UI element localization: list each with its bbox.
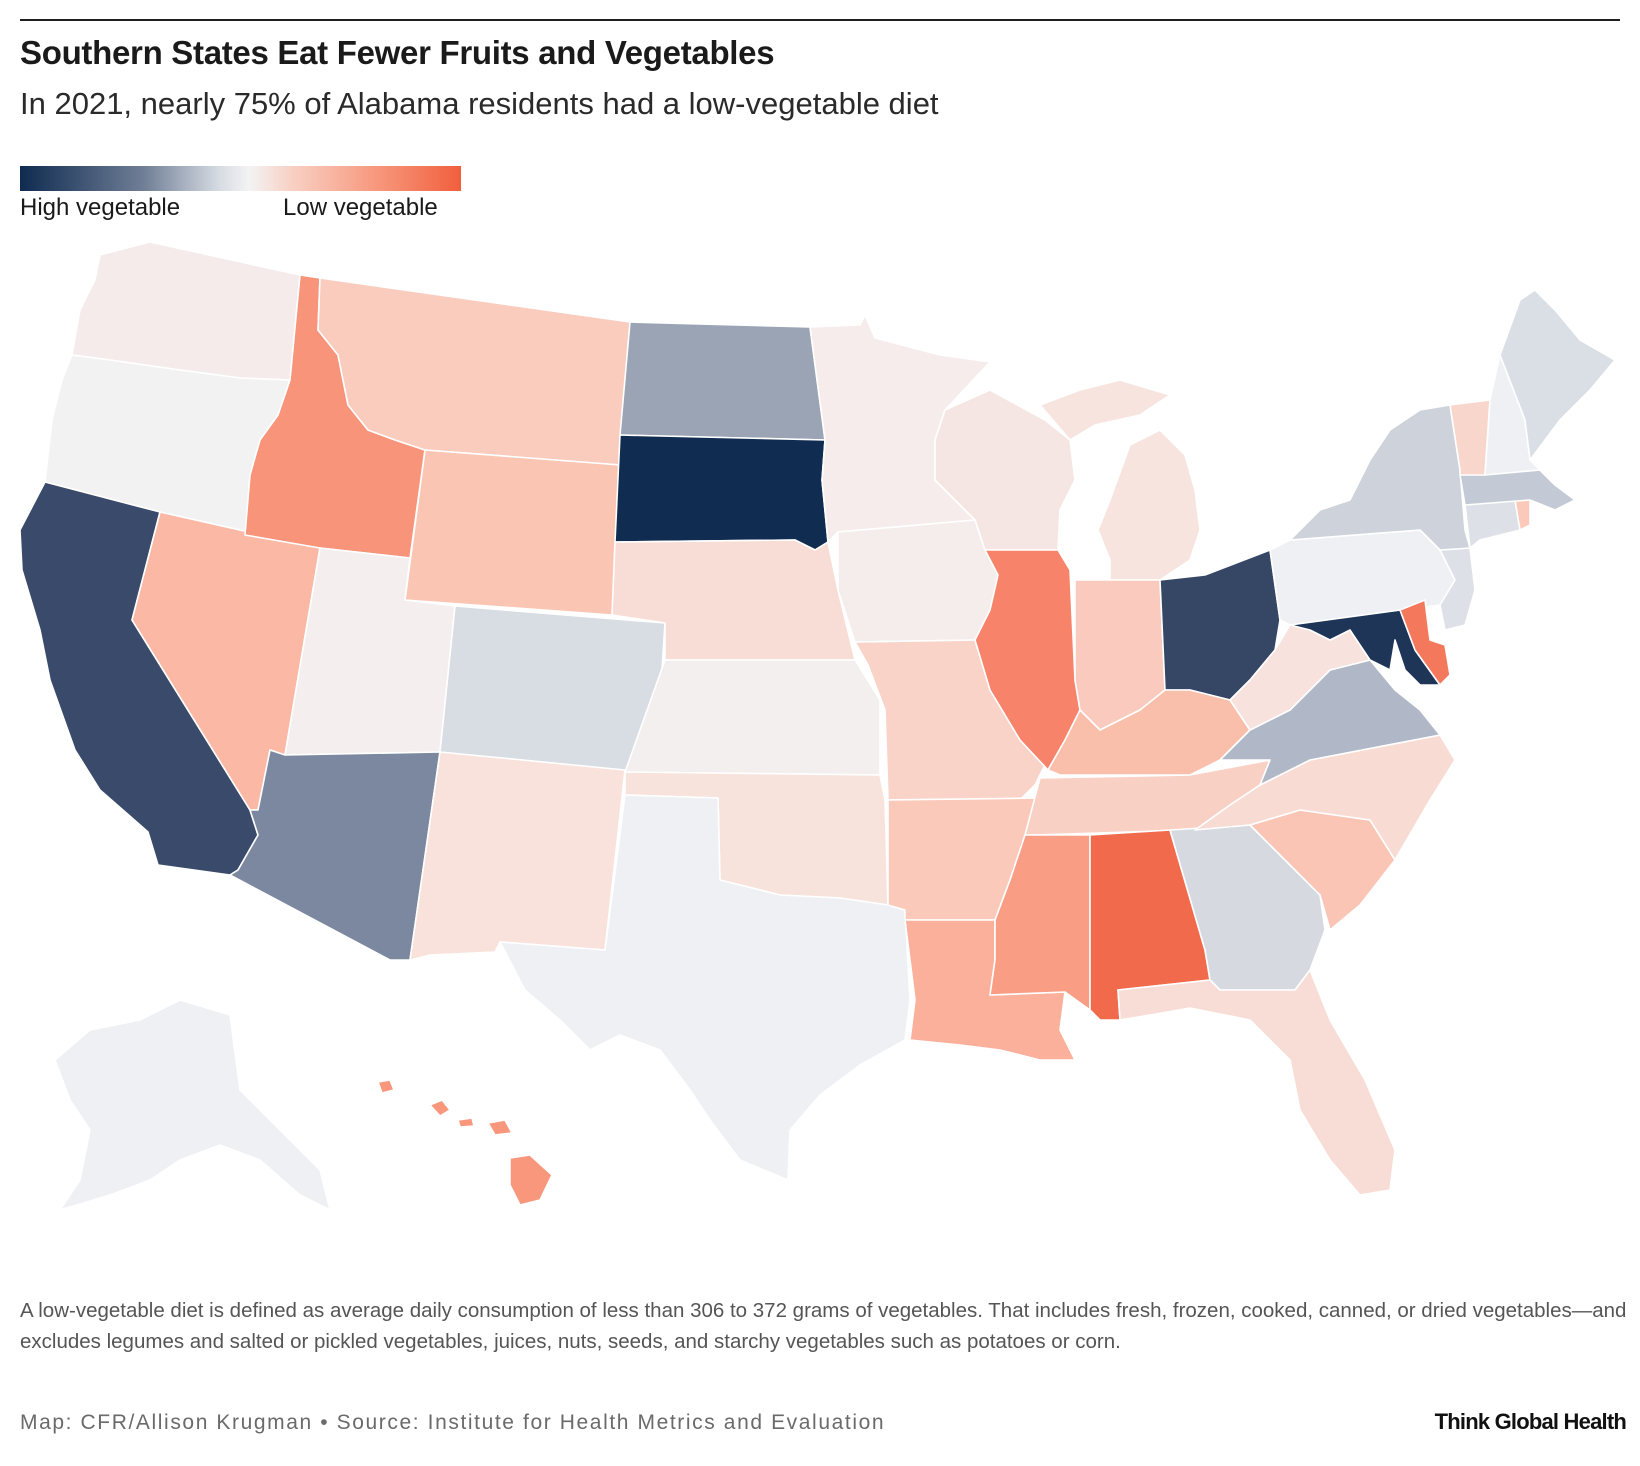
chart-title: Southern States Eat Fewer Fruits and Veg… bbox=[20, 34, 775, 71]
state-new-york[interactable] bbox=[1289, 404, 1471, 551]
brand-logo: Think Global Health bbox=[1434, 1409, 1627, 1434]
state-hawaii[interactable] bbox=[377, 1079, 553, 1206]
state-delaware[interactable] bbox=[1399, 599, 1451, 686]
state-texas[interactable] bbox=[499, 794, 911, 1181]
state-north-dakota[interactable] bbox=[619, 321, 826, 441]
top-rule bbox=[20, 19, 1620, 21]
state-iowa[interactable] bbox=[837, 519, 999, 643]
source-credit: Map: CFR/Allison Krugman • Source: Insti… bbox=[20, 1411, 886, 1434]
state-wisconsin[interactable] bbox=[934, 389, 1076, 551]
state-kansas[interactable] bbox=[624, 659, 881, 776]
state-new-jersey[interactable] bbox=[1439, 547, 1476, 631]
state-connecticut[interactable] bbox=[1464, 499, 1521, 549]
state-wyoming[interactable] bbox=[404, 449, 621, 616]
state-maine[interactable] bbox=[1499, 289, 1616, 461]
legend-label-low-vegetable: Low vegetable bbox=[283, 194, 438, 221]
color-legend-bar bbox=[20, 166, 461, 191]
chart-subtitle: In 2021, nearly 75% of Alabama residents… bbox=[20, 86, 939, 121]
legend-label-high-vegetable: High vegetable bbox=[20, 194, 181, 221]
us-choropleth-map bbox=[19, 241, 1616, 1211]
state-michigan[interactable] bbox=[1039, 379, 1201, 581]
state-south-dakota[interactable] bbox=[614, 434, 829, 551]
state-new-mexico[interactable] bbox=[409, 751, 626, 961]
state-nebraska[interactable] bbox=[611, 539, 856, 661]
state-florida[interactable] bbox=[1117, 969, 1396, 1196]
state-vermont[interactable] bbox=[1449, 399, 1491, 476]
state-massachusetts[interactable] bbox=[1459, 469, 1576, 511]
state-alaska[interactable] bbox=[54, 999, 331, 1211]
state-pennsylvania[interactable] bbox=[1269, 529, 1456, 626]
footnote-definition: A low-vegetable diet is defined as avera… bbox=[20, 1299, 1627, 1353]
